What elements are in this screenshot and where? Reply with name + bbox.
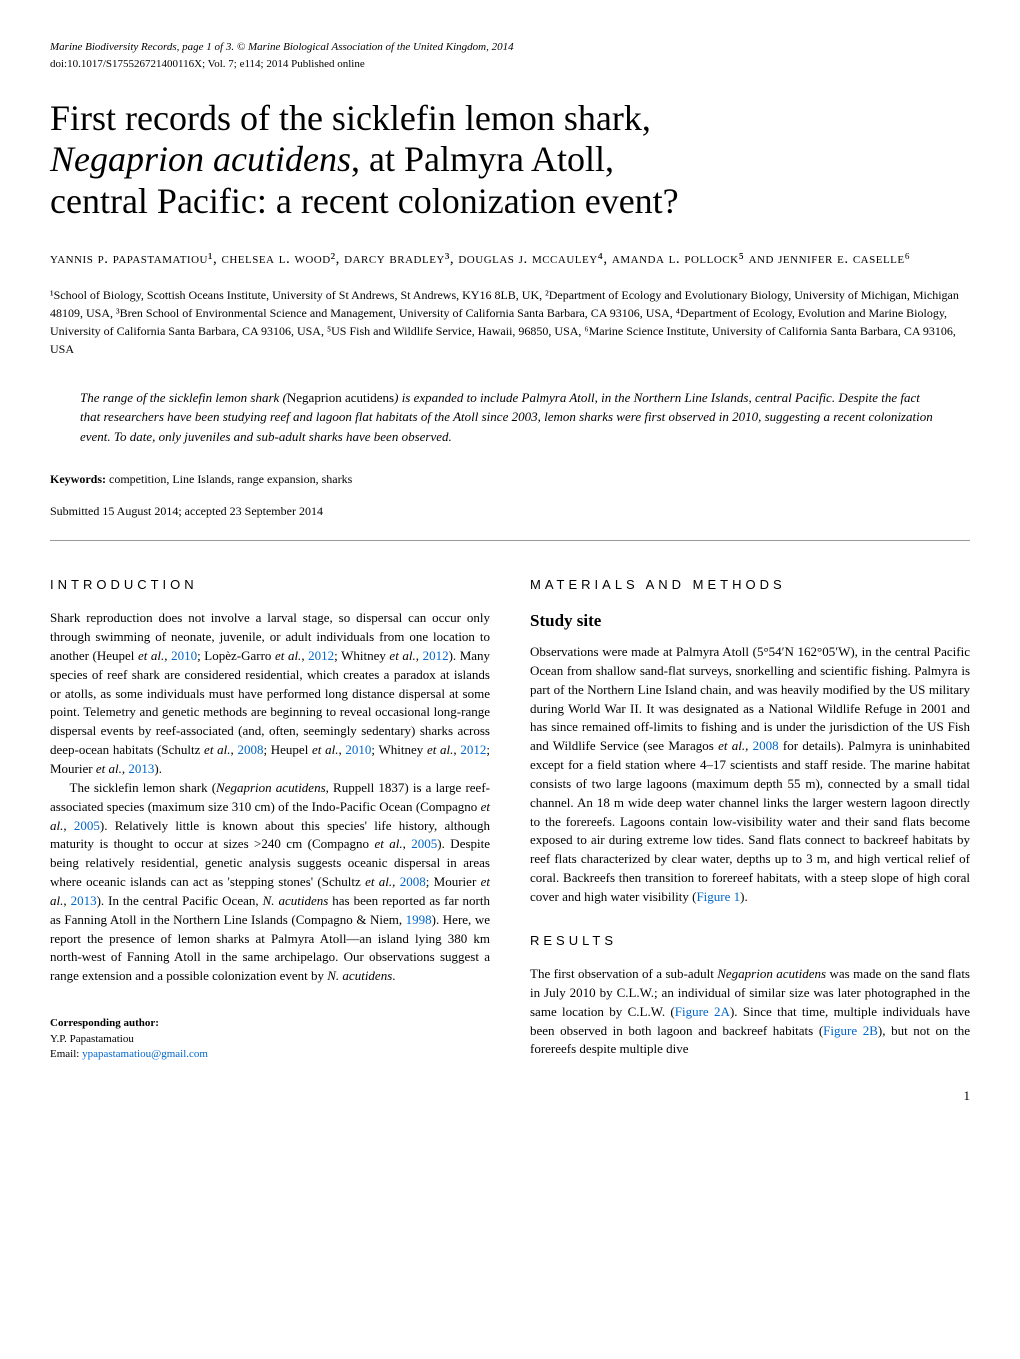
abstract-pre: The range of the sicklefin lemon shark ( bbox=[80, 390, 287, 405]
methods-paragraph-1: Observations were made at Palmyra Atoll … bbox=[530, 643, 970, 907]
keywords-label: Keywords: bbox=[50, 472, 106, 486]
results-paragraph-1: The first observation of a sub-adult Neg… bbox=[530, 965, 970, 1059]
submitted-line: Submitted 15 August 2014; accepted 23 Se… bbox=[50, 503, 970, 520]
study-site-heading: Study site bbox=[530, 609, 970, 633]
doi-line: doi:10.1017/S175526721400116X; Vol. 7; e… bbox=[50, 57, 970, 72]
citation-link[interactable]: 2013 bbox=[128, 761, 154, 776]
page-number: 1 bbox=[50, 1087, 970, 1105]
title-line-3: central Pacific: a recent colonization e… bbox=[50, 181, 679, 221]
citation-link[interactable]: 2005 bbox=[74, 818, 100, 833]
right-column: MATERIALS AND METHODS Study site Observa… bbox=[530, 566, 970, 1062]
citation-link[interactable]: 2010 bbox=[345, 742, 371, 757]
keywords-text: competition, Line Islands, range expansi… bbox=[106, 472, 352, 486]
citation-link[interactable]: 2012 bbox=[460, 742, 486, 757]
email-link[interactable]: ypapastamatiou@gmail.com bbox=[82, 1048, 208, 1060]
title-species: Negaprion acutidens bbox=[50, 139, 351, 179]
corresponding-name: Y.P. Papastamatiou bbox=[50, 1032, 490, 1047]
figure-link[interactable]: Figure 2A bbox=[675, 1004, 730, 1019]
citation-link[interactable]: 2008 bbox=[400, 874, 426, 889]
citation-link[interactable]: 2012 bbox=[423, 648, 449, 663]
citation-link[interactable]: 2010 bbox=[171, 648, 197, 663]
introduction-heading: INTRODUCTION bbox=[50, 576, 490, 594]
corresponding-author: Corresponding author: Y.P. Papastamatiou… bbox=[50, 1016, 490, 1062]
citation-link[interactable]: 2013 bbox=[71, 893, 97, 908]
section-divider bbox=[50, 540, 970, 541]
citation-link[interactable]: 2012 bbox=[308, 648, 334, 663]
citation-link[interactable]: 2005 bbox=[411, 836, 437, 851]
corresponding-label: Corresponding author: bbox=[50, 1016, 490, 1031]
intro-paragraph-2: The sicklefin lemon shark (Negaprion acu… bbox=[50, 779, 490, 986]
citation-link[interactable]: 2008 bbox=[753, 738, 779, 753]
left-column: INTRODUCTION Shark reproduction does not… bbox=[50, 566, 490, 1062]
title-line-2-rest: , at Palmyra Atoll, bbox=[351, 139, 614, 179]
figure-link[interactable]: Figure 2B bbox=[823, 1023, 878, 1038]
article-title: First records of the sicklefin lemon sha… bbox=[50, 98, 970, 222]
abstract-species: Negaprion acutidens bbox=[287, 390, 394, 405]
journal-meta: Marine Biodiversity Records, page 1 of 3… bbox=[50, 40, 970, 55]
citation-link[interactable]: 1998 bbox=[406, 912, 432, 927]
abstract: The range of the sicklefin lemon shark (… bbox=[80, 388, 940, 447]
keywords: Keywords: competition, Line Islands, ran… bbox=[50, 471, 970, 488]
title-line-1: First records of the sicklefin lemon sha… bbox=[50, 98, 651, 138]
corresponding-email-line: Email: ypapastamatiou@gmail.com bbox=[50, 1047, 490, 1062]
methods-heading: MATERIALS AND METHODS bbox=[530, 576, 970, 594]
two-column-layout: INTRODUCTION Shark reproduction does not… bbox=[50, 566, 970, 1062]
intro-paragraph-1: Shark reproduction does not involve a la… bbox=[50, 609, 490, 779]
citation-link[interactable]: 2008 bbox=[237, 742, 263, 757]
figure-link[interactable]: Figure 1 bbox=[696, 889, 740, 904]
results-heading: RESULTS bbox=[530, 932, 970, 950]
authors: yannis p. papastamatiou¹, chelsea l. woo… bbox=[50, 247, 970, 271]
affiliations: ¹School of Biology, Scottish Oceans Inst… bbox=[50, 286, 970, 358]
